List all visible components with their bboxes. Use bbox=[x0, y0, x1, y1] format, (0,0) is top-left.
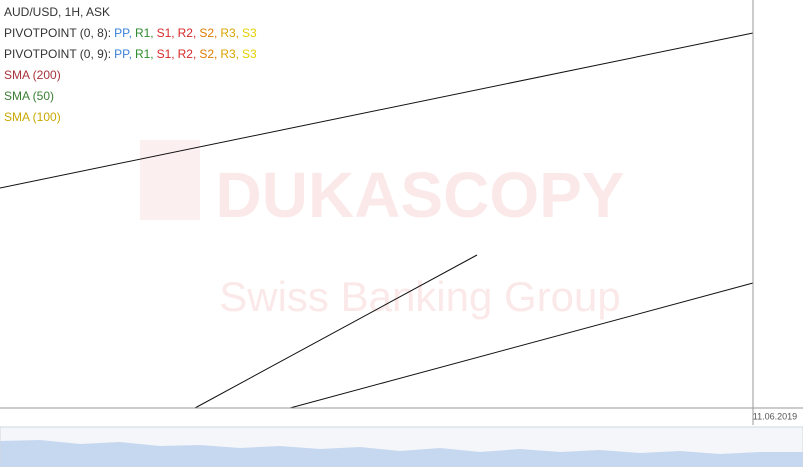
legend-row: SMA (100) bbox=[4, 107, 260, 128]
legend-text: SMA (50) bbox=[4, 89, 55, 103]
legend-text: PIVOTPOINT (0, 8): bbox=[4, 26, 112, 40]
legend-row: AUD/USD, 1H, ASK bbox=[4, 2, 260, 23]
legend-item: S2, bbox=[199, 47, 218, 61]
legend-item: S2, bbox=[199, 26, 218, 40]
axes: 11.06.2019 bbox=[0, 0, 803, 425]
legend-item: PP, bbox=[114, 26, 132, 40]
legend-row: SMA (200) bbox=[4, 65, 260, 86]
legend-row: SMA (50) bbox=[4, 86, 260, 107]
legend-item: R3, bbox=[220, 47, 240, 61]
legend-item: PP, bbox=[114, 47, 132, 61]
date-label: 11.06.2019 bbox=[753, 411, 797, 421]
legend-item: S1, bbox=[156, 26, 175, 40]
navigator-area bbox=[0, 440, 803, 467]
legend-text: AUD/USD, 1H, ASK bbox=[4, 5, 111, 19]
legend-item: R2, bbox=[177, 47, 197, 61]
watermark-logo bbox=[140, 140, 200, 220]
legend-item: R2, bbox=[177, 26, 197, 40]
legend-row: PIVOTPOINT (0, 9): PP, R1, S1, R2, S2, R3, S3 bbox=[4, 44, 260, 65]
legend: AUD/USD, 1H, ASK PIVOTPOINT (0, 8): PP, R1,… bbox=[4, 2, 260, 128]
legend-item: R3, bbox=[220, 26, 240, 40]
legend-text: PIVOTPOINT (0, 9): bbox=[4, 47, 112, 61]
channel-bottom bbox=[289, 282, 754, 409]
watermark: DUKASCOPY Swiss Banking Group bbox=[140, 140, 624, 320]
watermark-brand: DUKASCOPY bbox=[216, 159, 625, 231]
legend-item: S3 bbox=[242, 47, 257, 61]
legend-item: R1, bbox=[134, 47, 154, 61]
legend-item: S3 bbox=[242, 26, 257, 40]
legend-text: SMA (200) bbox=[4, 68, 61, 82]
legend-item: S1, bbox=[156, 47, 175, 61]
price-axis-bg bbox=[753, 0, 803, 425]
legend-text: SMA (100) bbox=[4, 110, 61, 124]
channel-top bbox=[0, 32, 754, 189]
support-line bbox=[194, 254, 478, 409]
legend-item: R1, bbox=[134, 26, 154, 40]
watermark-tagline: Swiss Banking Group bbox=[219, 273, 621, 320]
navigator bbox=[0, 426, 803, 467]
navigator-frame bbox=[0, 426, 803, 467]
trend-lines bbox=[0, 32, 754, 409]
legend-row: PIVOTPOINT (0, 8): PP, R1, S1, R2, S2, R3, S3 bbox=[4, 23, 260, 44]
